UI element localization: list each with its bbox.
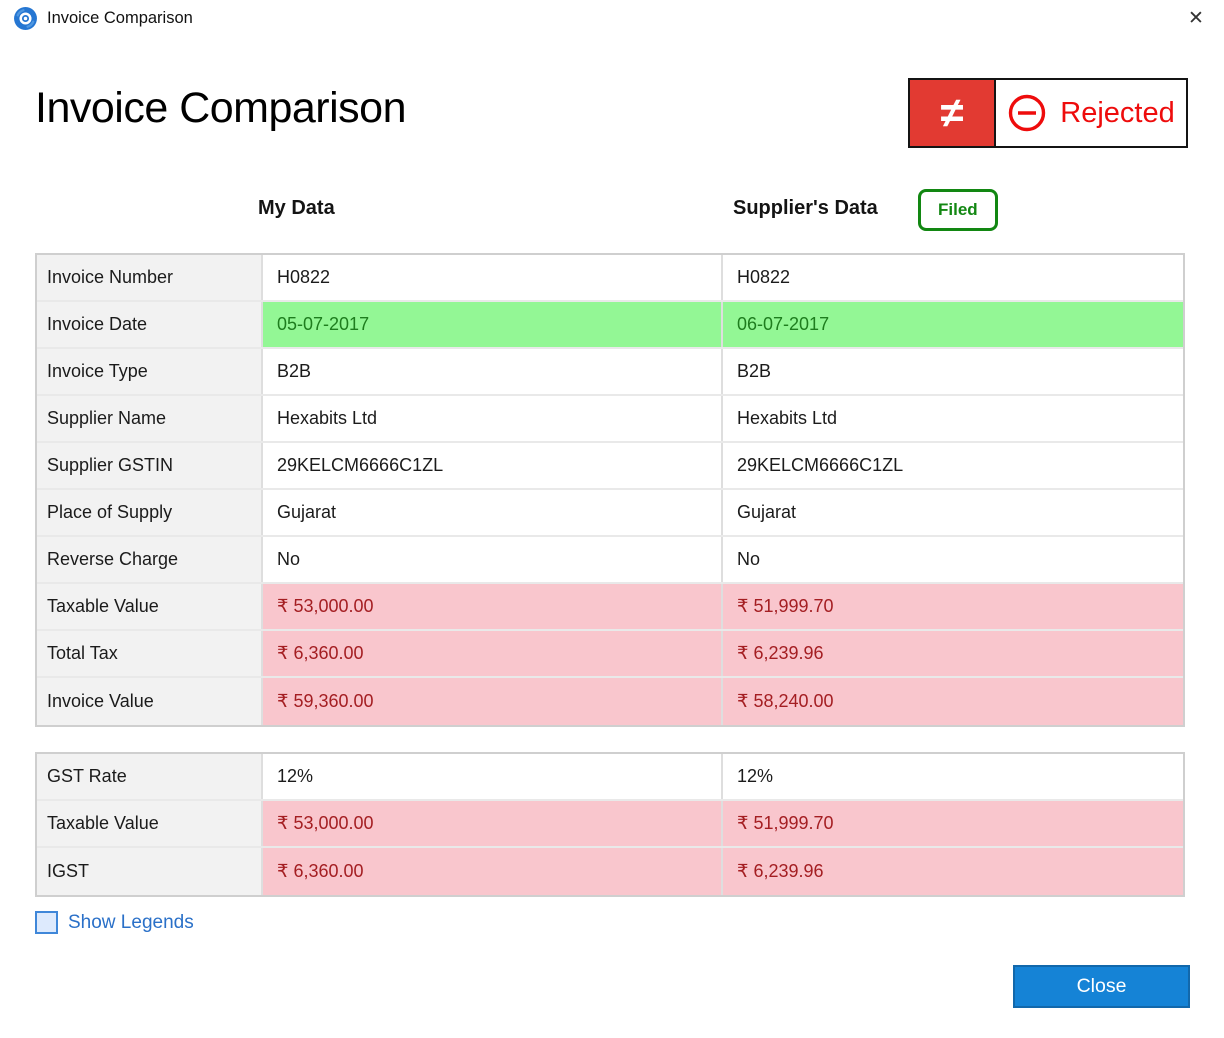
supplier-data-value: B2B [723, 349, 1183, 394]
row-label: Invoice Number [37, 255, 263, 300]
table-row: Taxable Value ₹ 53,000.00 ₹ 51,999.70 [37, 801, 1183, 848]
window-close-icon[interactable]: ✕ [1188, 7, 1204, 29]
supplier-data-value: ₹ 58,240.00 [723, 678, 1183, 725]
mismatch-icon: ≠ [910, 80, 996, 146]
row-label: Supplier GSTIN [37, 443, 263, 488]
supplier-data-value: 12% [723, 754, 1183, 799]
table-row: Invoice Date 05-07-2017 06-07-2017 [37, 302, 1183, 349]
table-row: Supplier GSTIN 29KELCM6666C1ZL 29KELCM6666… [37, 443, 1183, 490]
show-legends-label: Show Legends [68, 911, 194, 933]
row-label: Taxable Value [37, 584, 263, 629]
show-legends-toggle[interactable]: Show Legends [35, 911, 194, 934]
close-button[interactable]: Close [1013, 965, 1190, 1008]
row-label: Total Tax [37, 631, 263, 676]
filed-badge: Filed [918, 189, 998, 231]
table-row: Invoice Number H0822 H0822 [37, 255, 1183, 302]
supplier-data-value: H0822 [723, 255, 1183, 300]
row-label: Invoice Type [37, 349, 263, 394]
table-row: Invoice Value ₹ 59,360.00 ₹ 58,240.00 [37, 678, 1183, 725]
row-label: GST Rate [37, 754, 263, 799]
gst-rate-table: GST Rate 12% 12% Taxable Value ₹ 53,000.00 ₹ … [35, 752, 1185, 897]
row-label: Reverse Charge [37, 537, 263, 582]
table-row: IGST ₹ 6,360.00 ₹ 6,239.96 [37, 848, 1183, 895]
my-data-value: H0822 [263, 255, 723, 300]
row-label: Invoice Value [37, 678, 263, 725]
my-data-value: 12% [263, 754, 723, 799]
my-data-value: 05-07-2017 [263, 302, 723, 347]
page-title: Invoice Comparison [35, 84, 407, 132]
supplier-data-value: ₹ 6,239.96 [723, 631, 1183, 676]
invoice-comparison-table: Invoice Number H0822 H0822 Invoice Date 05-0… [35, 253, 1185, 727]
table-row: Total Tax ₹ 6,360.00 ₹ 6,239.96 [37, 631, 1183, 678]
my-data-value: Hexabits Ltd [263, 396, 723, 441]
supplier-data-value: 06-07-2017 [723, 302, 1183, 347]
supplier-data-value: Hexabits Ltd [723, 396, 1183, 441]
circle-minus-icon [1009, 94, 1046, 132]
row-label: Taxable Value [37, 801, 263, 846]
status-badge: ≠ Rejected [908, 78, 1188, 148]
table-row: Reverse Charge No No [37, 537, 1183, 584]
supplier-data-value: ₹ 6,239.96 [723, 848, 1183, 895]
supplier-data-value: ₹ 51,999.70 [723, 801, 1183, 846]
my-data-value: ₹ 6,360.00 [263, 848, 723, 895]
row-label: Invoice Date [37, 302, 263, 347]
supplier-data-value: Gujarat [723, 490, 1183, 535]
show-legends-checkbox[interactable] [35, 911, 58, 934]
my-data-value: No [263, 537, 723, 582]
my-data-value: ₹ 6,360.00 [263, 631, 723, 676]
my-data-value: ₹ 53,000.00 [263, 801, 723, 846]
window-title: Invoice Comparison [47, 8, 193, 27]
supplier-data-value: 29KELCM6666C1ZL [723, 443, 1183, 488]
table-row: Invoice Type B2B B2B [37, 349, 1183, 396]
row-label: Supplier Name [37, 396, 263, 441]
rejected-label: Rejected [1060, 96, 1175, 129]
supplier-data-value: No [723, 537, 1183, 582]
my-data-column-header: My Data [258, 197, 335, 219]
rejected-status: Rejected [996, 80, 1186, 146]
row-label: Place of Supply [37, 490, 263, 535]
table-row: Place of Supply Gujarat Gujarat [37, 490, 1183, 537]
table-row: Taxable Value ₹ 53,000.00 ₹ 51,999.70 [37, 584, 1183, 631]
supplier-data-column-header: Supplier's Data [733, 197, 878, 219]
table-row: Supplier Name Hexabits Ltd Hexabits Ltd [37, 396, 1183, 443]
app-logo-icon [14, 6, 37, 30]
my-data-value: Gujarat [263, 490, 723, 535]
title-bar: Invoice Comparison ✕ [0, 0, 1224, 36]
my-data-value: 29KELCM6666C1ZL [263, 443, 723, 488]
my-data-value: ₹ 53,000.00 [263, 584, 723, 629]
my-data-value: B2B [263, 349, 723, 394]
table-row: GST Rate 12% 12% [37, 754, 1183, 801]
supplier-data-value: ₹ 51,999.70 [723, 584, 1183, 629]
row-label: IGST [37, 848, 263, 895]
my-data-value: ₹ 59,360.00 [263, 678, 723, 725]
